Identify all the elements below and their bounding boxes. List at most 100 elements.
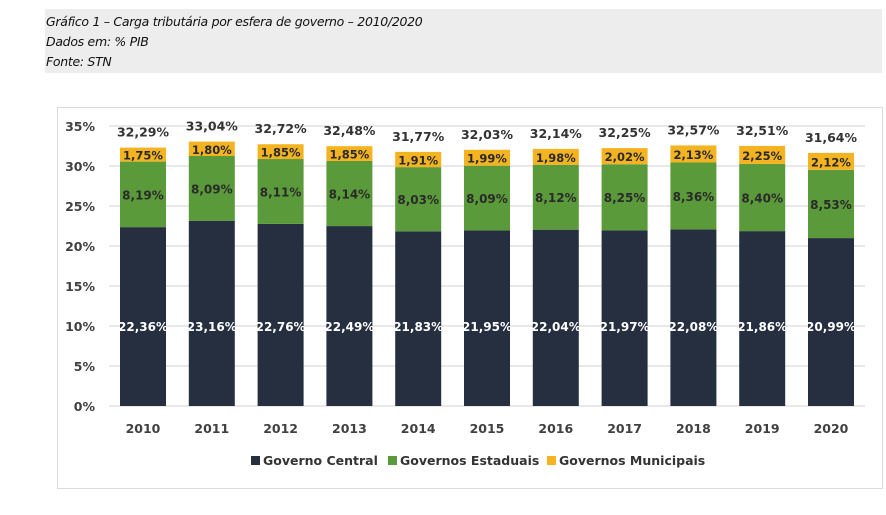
bar-segment-governos-estaduais [601,164,648,231]
bar-segment-governos-municipais [670,145,717,163]
x-tick-label: 2017 [607,421,642,436]
data-label: 8,36% [673,190,715,204]
bar-segment-governos-municipais [464,149,510,166]
data-label: 1,85% [261,146,301,160]
data-label: 8,25% [604,191,646,205]
y-tick-label: 0% [74,399,96,414]
bar-segment-governos-municipais [395,151,442,168]
data-label: 22,04% [531,320,581,334]
data-label: 22,49% [324,320,374,334]
x-tick-label: 2018 [676,421,711,436]
bar-segment-governos-municipais [326,146,373,161]
bar-segment-governos-municipais [739,145,786,164]
data-labels: 22,36% 8,19% 1,75% 32,29% 23,16% 8,09% 1,80% 33… [117,119,858,334]
total-label: 32,25% [599,125,652,140]
bar-segment-governo-central [601,230,648,406]
bar-segment-governos-municipais [188,141,235,156]
bars [120,141,854,406]
bar-segment-governos-estaduais [808,169,854,239]
data-label: 1,98% [536,151,576,165]
chart-units: Dados em: % PIB [46,34,149,49]
x-tick-label: 2014 [401,421,436,436]
data-label: 8,53% [810,198,852,212]
y-tick-label: 35% [65,119,95,134]
total-label: 33,04% [186,119,239,134]
bar-segment-governos-estaduais [739,163,786,232]
x-axis: 2010 2011 2012 2013 2014 2015 2016 2017 2018 2019… [126,421,849,436]
bar-segment-governos-estaduais [120,161,166,228]
bar-segment-governos-municipais [532,148,579,165]
total-label: 32,29% [117,125,170,140]
chart-title: Gráfico 1 – Carga tributária por esfera … [46,14,423,29]
y-tick-label: 20% [65,239,95,254]
x-tick-label: 2019 [745,421,780,436]
data-label: 8,12% [535,191,577,205]
data-label: 8,09% [191,182,233,196]
bar-segment-governo-central [808,238,854,406]
y-tick-label: 25% [65,199,95,214]
total-label: 32,57% [667,122,720,137]
bar-segment-governo-central [326,226,373,406]
data-label: 8,11% [260,185,302,199]
bar-segment-governos-estaduais [326,160,373,227]
data-label: 21,86% [737,320,787,334]
legend-item-governo-central: Governo Central [251,453,378,468]
y-tick-label: 30% [65,159,95,174]
x-tick-label: 2010 [126,421,161,436]
legend-label: Governos Estaduais [400,453,539,468]
bar-segment-governo-central [120,227,166,406]
x-tick-label: 2013 [332,421,367,436]
data-label: 1,99% [467,152,507,166]
data-label: 2,02% [605,150,645,164]
total-label: 32,51% [736,123,789,138]
data-label: 1,85% [329,148,369,162]
y-tick-label: 10% [65,319,95,334]
bar-segment-governo-central [670,229,717,406]
total-label: 31,77% [392,129,445,144]
data-label: 8,19% [122,188,164,202]
y-tick-label: 5% [74,359,96,374]
data-label: 21,97% [600,320,650,334]
legend-label: Governos Municipais [559,453,705,468]
bar-segment-governos-estaduais [257,159,304,224]
bar-segment-governos-estaduais [188,156,235,221]
legend-swatch [388,456,397,465]
data-label: 2,13% [673,148,713,162]
data-label: 8,40% [741,192,783,206]
bar-segment-governo-central [257,223,304,406]
data-label: 22,08% [668,320,718,334]
x-tick-label: 2016 [538,421,573,436]
y-axis: 0% 5% 10% 15% 20% 25% 30% 35% [65,119,95,414]
data-label: 8,09% [466,192,508,206]
data-label: 1,91% [398,153,438,167]
data-label: 22,36% [118,320,168,334]
bar-segment-governo-central [188,220,235,406]
legend-label: Governo Central [263,453,378,468]
bar-segment-governo-central [395,231,442,406]
data-label: 22,76% [256,320,306,334]
legend-item-governos-municipais: Governos Municipais [547,453,705,468]
chart-header: Gráfico 1 – Carga tributária por esfera … [45,9,882,73]
data-label: 1,80% [192,143,232,157]
legend-swatch [547,456,556,465]
y-tick-label: 15% [65,279,95,294]
bar-segment-governos-estaduais [464,165,510,231]
total-label: 32,14% [530,126,583,141]
data-label: 2,12% [811,155,851,169]
x-tick-label: 2020 [814,421,849,436]
bar-segment-governos-municipais [601,148,648,165]
legend-swatch [251,456,260,465]
data-label: 8,03% [397,193,439,207]
x-tick-label: 2015 [470,421,505,436]
data-label: 21,83% [393,320,443,334]
data-label: 20,99% [806,320,856,334]
data-label: 23,16% [187,320,237,334]
total-label: 32,48% [323,123,376,138]
bar-segment-governos-municipais [120,147,166,162]
bar-segment-governos-municipais [808,152,854,170]
x-tick-label: 2011 [194,421,229,436]
data-label: 8,14% [329,188,371,202]
chart-source: Fonte: STN [46,54,112,69]
bar-segment-governos-municipais [257,144,304,160]
